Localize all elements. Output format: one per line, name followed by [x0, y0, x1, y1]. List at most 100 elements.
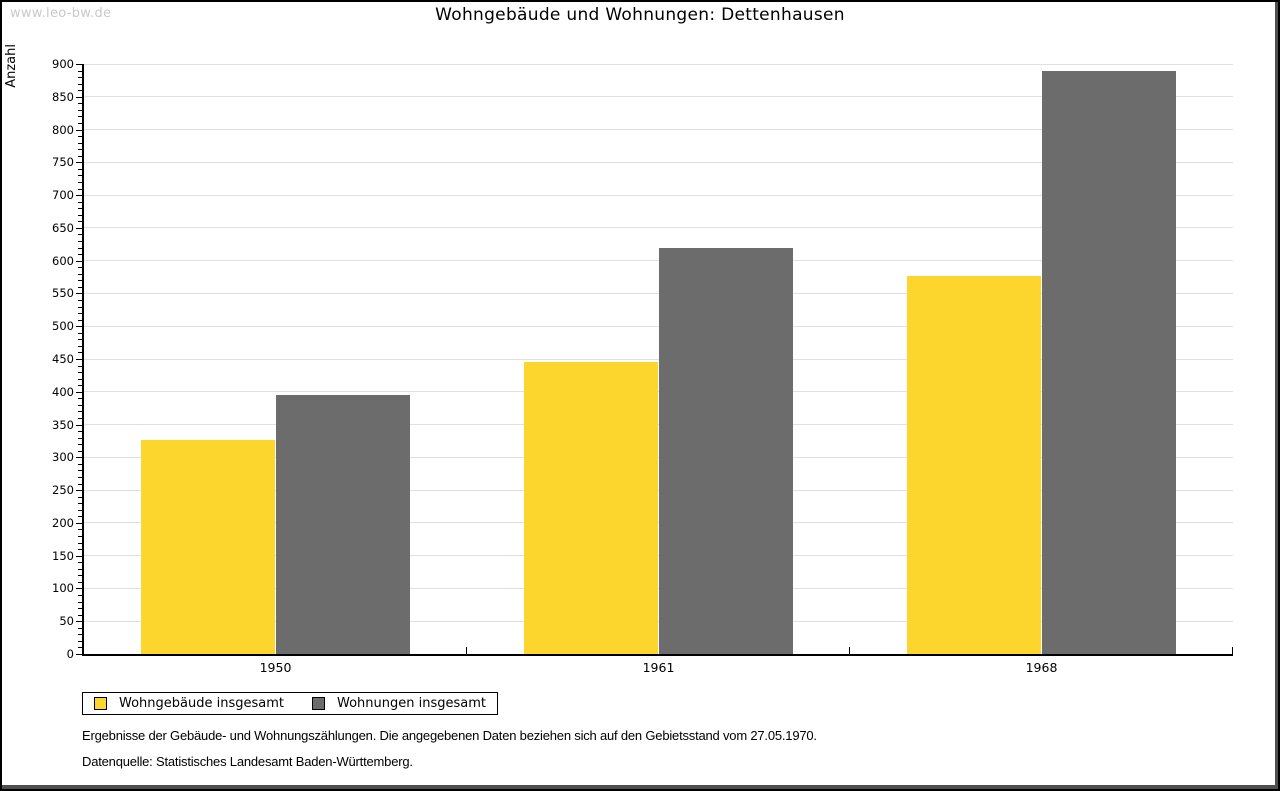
x-axis-tick	[465, 647, 467, 654]
y-tick-label: 600	[52, 253, 74, 268]
y-axis-minor-tick	[78, 477, 82, 478]
y-axis-tick	[76, 195, 82, 197]
y-axis-minor-tick	[78, 332, 82, 334]
bar-wohngebaeude-1961	[524, 362, 659, 654]
footnote-line-2: Datenquelle: Statistisches Landesamt Bad…	[82, 754, 413, 769]
y-axis-minor-tick	[78, 254, 82, 256]
bar-wohnungen-1961	[658, 247, 793, 654]
y-tick-label: 850	[52, 89, 74, 104]
y-axis-minor-tick	[78, 575, 82, 577]
bar-wohnungen-1950	[275, 395, 410, 654]
y-axis-tick	[76, 326, 82, 328]
y-axis-minor-tick	[78, 345, 82, 347]
y-axis-minor-tick	[78, 372, 82, 374]
y-axis-minor-tick	[78, 398, 82, 400]
y-axis-minor-tick	[78, 516, 82, 518]
plot-area: 0 50 100 150 200 250 300 350 400 450 500 550 600 650 7…	[52, 57, 1233, 661]
y-axis-minor-tick	[78, 562, 82, 564]
y-axis-minor-tick	[78, 90, 82, 92]
y-axis-minor-tick	[78, 70, 82, 72]
y-axis-minor-tick	[78, 431, 82, 433]
legend-label-wohngebaeude: Wohngebäude insgesamt	[119, 696, 284, 711]
y-tick-label: 250	[52, 483, 74, 498]
y-axis-minor-tick	[78, 542, 82, 544]
y-axis-tick	[76, 490, 82, 492]
y-axis-minor-tick	[78, 241, 82, 242]
y-axis-tick	[76, 391, 82, 393]
y-axis-tick	[76, 64, 82, 65]
y-axis-tick	[76, 359, 82, 360]
y-axis-tick	[76, 522, 82, 524]
y-axis-minor-tick	[78, 77, 82, 79]
y-axis-minor-tick	[78, 496, 82, 498]
y-tick-label: 150	[52, 548, 74, 563]
y-axis-minor-tick	[78, 208, 82, 210]
y-axis-tick	[76, 162, 82, 164]
x-tick-label: 1950	[259, 660, 292, 675]
y-tick-label: 700	[52, 188, 74, 203]
gridline	[84, 194, 1233, 196]
y-axis-minor-tick	[78, 549, 82, 551]
y-axis-tick	[76, 555, 82, 557]
y-axis-minor-tick	[78, 595, 82, 596]
y-axis-minor-tick	[78, 470, 82, 472]
y-axis-minor-tick	[78, 581, 82, 583]
y-axis-tick	[76, 654, 82, 655]
y-axis-minor-tick	[78, 214, 82, 216]
y-axis-minor-tick	[78, 280, 82, 282]
y-axis-minor-tick	[78, 116, 82, 118]
y-axis-minor-tick	[78, 155, 82, 157]
legend-label-wohnungen: Wohnungen insgesamt	[337, 696, 486, 711]
y-axis-minor-tick	[78, 109, 82, 111]
legend: Wohngebäude insgesamt Wohnungen insgesam…	[82, 692, 498, 715]
y-axis-minor-tick	[78, 123, 82, 124]
y-axis-minor-tick	[78, 188, 82, 190]
gridline	[84, 63, 1233, 65]
y-tick-label: 50	[59, 614, 74, 629]
y-tick-label: 800	[52, 122, 74, 137]
y-tick-label: 450	[52, 352, 74, 366]
y-tick-label: 400	[52, 384, 74, 399]
y-axis-tick	[76, 424, 82, 426]
y-axis-minor-tick	[78, 267, 82, 269]
y-axis-minor-tick	[78, 647, 82, 649]
y-axis-minor-tick	[78, 234, 82, 236]
y-axis-minor-tick	[78, 339, 82, 341]
y-axis-minor-tick	[78, 319, 82, 321]
y-axis-tick	[76, 457, 82, 459]
y-axis-minor-tick	[78, 83, 82, 85]
y-tick-label: 900	[52, 57, 74, 71]
y-axis-minor-tick	[78, 411, 82, 413]
y-axis-minor-tick	[78, 444, 82, 446]
bar-wohnungen-1968	[1041, 70, 1176, 654]
y-axis-minor-tick	[78, 437, 82, 439]
y-axis-minor-tick	[78, 149, 82, 151]
y-axis-minor-tick	[78, 634, 82, 636]
y-axis-minor-tick	[78, 503, 82, 505]
legend-swatch-gray	[312, 697, 325, 710]
y-axis-label: Anzahl	[4, 44, 19, 88]
y-axis-minor-tick	[78, 247, 82, 249]
y-axis-minor-tick	[78, 483, 82, 485]
y-axis-minor-tick	[78, 568, 82, 570]
y-axis-minor-tick	[78, 378, 82, 380]
y-axis-minor-tick	[78, 404, 82, 406]
y-axis-tick	[76, 260, 82, 262]
y-axis-minor-tick	[78, 182, 82, 183]
x-axis-tick	[1231, 647, 1233, 654]
chart-title: Wohngebäude und Wohnungen: Dettenhausen	[435, 5, 845, 25]
bar-wohngebaeude-1968	[907, 275, 1042, 654]
y-axis-minor-tick	[78, 168, 82, 170]
y-axis-minor-tick	[78, 418, 82, 419]
y-axis-minor-tick	[78, 273, 82, 275]
y-axis-minor-tick	[78, 601, 82, 603]
y-axis-minor-tick	[78, 103, 82, 105]
y-axis-tick	[76, 96, 82, 98]
y-axis-minor-tick	[78, 300, 82, 301]
y-tick-label: 550	[52, 286, 74, 301]
y-axis-minor-tick	[78, 614, 82, 616]
y-axis-tick	[76, 621, 82, 623]
y-axis-tick	[76, 588, 82, 590]
y-axis-minor-tick	[78, 385, 82, 387]
